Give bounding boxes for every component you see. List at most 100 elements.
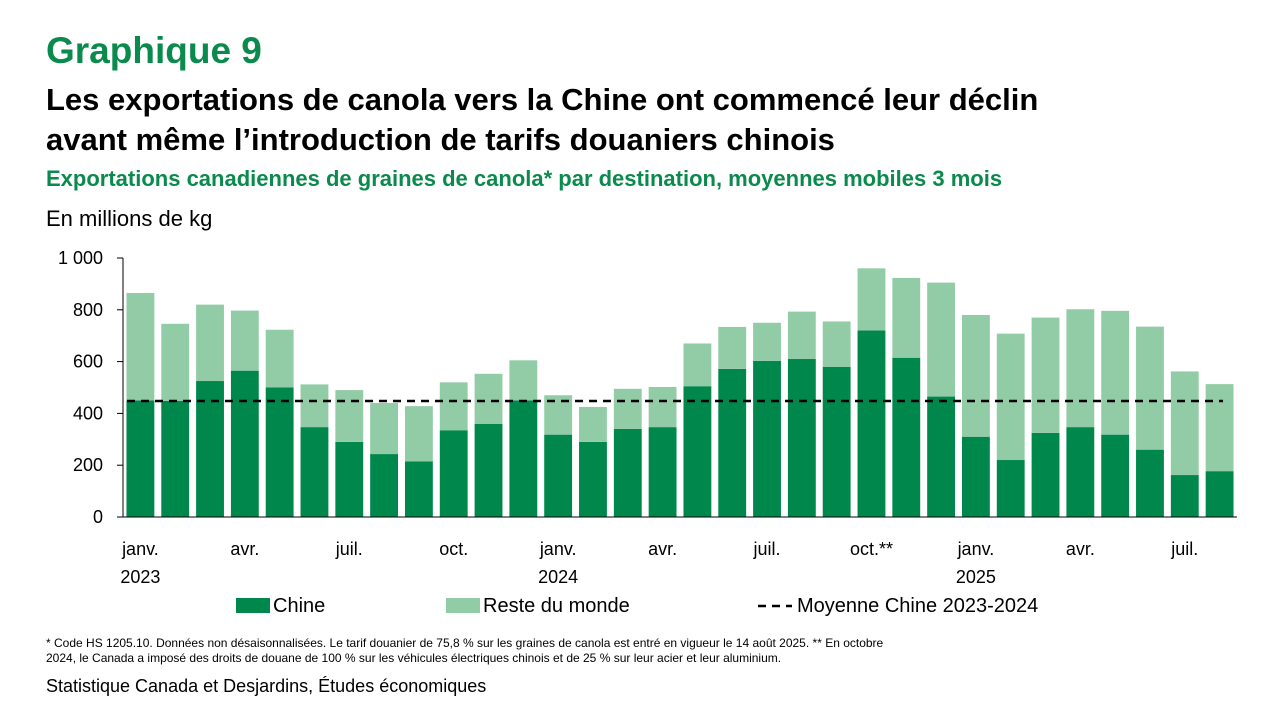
bar-chine	[579, 441, 607, 517]
footnote-line-2: 2024, le Canada a imposé des droits de d…	[46, 651, 782, 665]
bar-reste-du-monde	[718, 326, 747, 369]
bar-reste-du-monde	[961, 314, 990, 437]
x-tick-label: janv.	[957, 539, 995, 559]
y-tick-label: 800	[73, 300, 103, 320]
bar-reste-du-monde	[196, 304, 224, 382]
bar-reste-du-monde	[1066, 309, 1095, 428]
bar-reste-du-monde	[404, 406, 433, 462]
bar-reste-du-monde	[265, 329, 294, 388]
y-tick-label: 0	[93, 507, 103, 527]
bar-chine	[370, 454, 399, 517]
x-tick-label: juil.	[335, 539, 363, 559]
x-year-label: 2024	[538, 567, 578, 587]
bar-reste-du-monde	[822, 321, 851, 367]
y-tick-label: 1 000	[58, 248, 103, 268]
bar-reste-du-monde	[753, 322, 781, 361]
bar-chine	[996, 460, 1025, 517]
bar-reste-du-monde	[613, 388, 642, 429]
bar-reste-du-monde	[1170, 371, 1199, 476]
bar-reste-du-monde	[439, 382, 468, 431]
bar-chine	[613, 428, 642, 517]
legend-swatch-reste-du-monde	[446, 598, 480, 613]
bar-reste-du-monde	[300, 384, 329, 428]
bar-chine	[1101, 434, 1130, 517]
bar-reste-du-monde	[892, 277, 921, 358]
bar-chine	[683, 386, 712, 517]
bar-chine	[892, 357, 921, 517]
bar-chine	[1066, 427, 1095, 517]
x-tick-label: juil.	[1170, 539, 1198, 559]
bar-chine	[1170, 475, 1199, 517]
bar-chine	[857, 330, 886, 517]
bar-chine	[648, 427, 677, 517]
bar-reste-du-monde	[1136, 326, 1164, 450]
bar-chine	[787, 359, 816, 517]
bar-chine	[439, 430, 468, 517]
bar-chine	[300, 427, 329, 517]
bar-reste-du-monde	[1031, 317, 1060, 433]
bar-chine	[474, 423, 503, 517]
x-tick-label: janv.	[539, 539, 577, 559]
chart-title-line-1: Les exportations de canola vers la Chine…	[46, 82, 1039, 117]
x-year-label: 2023	[120, 567, 160, 587]
bar-reste-du-monde	[648, 386, 677, 428]
bar-chine	[1136, 449, 1164, 517]
legend-swatch-chine	[236, 598, 270, 613]
bar-reste-du-monde	[230, 310, 259, 371]
bar-chine	[961, 436, 990, 517]
bar-chine	[509, 400, 538, 517]
y-axis: 0 200 400 600 800 1 000	[58, 248, 124, 527]
x-axis: janv. 2023 avr. juil. oct. janv. 2024 avr. juil.…	[120, 516, 1237, 587]
legend-label-chine: Chine	[273, 595, 325, 617]
chart-subtitle: Exportations canadiennes de graines de c…	[46, 166, 1003, 191]
bar-reste-du-monde	[787, 311, 816, 360]
bar-chine	[404, 461, 433, 517]
bar-chine	[196, 381, 224, 517]
chart-kicker: Graphique 9	[46, 30, 262, 71]
bar-chine	[718, 368, 747, 517]
bar-chine	[927, 396, 956, 517]
legend-label-reste-du-monde: Reste du monde	[483, 595, 630, 617]
bar-reste-du-monde	[370, 403, 399, 455]
bar-chine	[1031, 432, 1060, 517]
bar-reste-du-monde	[161, 323, 190, 401]
x-year-label: 2025	[956, 567, 996, 587]
bar-chine	[544, 434, 573, 517]
bar-reste-du-monde	[126, 292, 155, 401]
y-tick-label: 200	[73, 455, 103, 475]
legend: Chine Reste du monde Moyenne Chine 2023-…	[236, 595, 1038, 617]
x-tick-label: juil.	[753, 539, 781, 559]
bar-chine	[335, 441, 364, 517]
bar-reste-du-monde	[857, 268, 886, 331]
y-tick-label: 600	[73, 352, 103, 372]
x-tick-label: avr.	[230, 539, 259, 559]
bar-reste-du-monde	[579, 406, 607, 442]
bar-chine	[230, 370, 259, 517]
bar-reste-du-monde	[996, 333, 1025, 461]
x-tick-label: avr.	[648, 539, 677, 559]
bar-reste-du-monde	[474, 373, 503, 424]
bar-reste-du-monde	[1101, 310, 1130, 435]
x-tick-label: janv.	[121, 539, 159, 559]
chart-title-line-2: avant même l’introduction de tarifs doua…	[46, 122, 835, 157]
bar-reste-du-monde	[683, 343, 712, 387]
x-tick-label: avr.	[1066, 539, 1095, 559]
bar-chine	[161, 400, 190, 517]
bar-chine	[753, 360, 781, 517]
bar-chine	[265, 387, 294, 517]
footnote-line-1: * Code HS 1205.10. Données non désaisonn…	[46, 636, 884, 650]
bar-chine	[822, 366, 851, 517]
x-tick-label: oct.**	[850, 539, 893, 559]
bar-reste-du-monde	[335, 390, 364, 442]
bar-reste-du-monde	[509, 360, 538, 401]
bar-reste-du-monde	[927, 282, 956, 397]
bar-series	[126, 268, 1234, 517]
source-note: Statistique Canada et Desjardins, Études…	[46, 676, 487, 696]
bar-chine	[126, 400, 155, 517]
y-axis-unit-label: En millions de kg	[46, 206, 213, 231]
bar-reste-du-monde	[1205, 384, 1234, 472]
x-tick-label: oct.	[439, 539, 468, 559]
y-tick-label: 400	[73, 403, 103, 423]
bar-chine	[1205, 471, 1234, 517]
